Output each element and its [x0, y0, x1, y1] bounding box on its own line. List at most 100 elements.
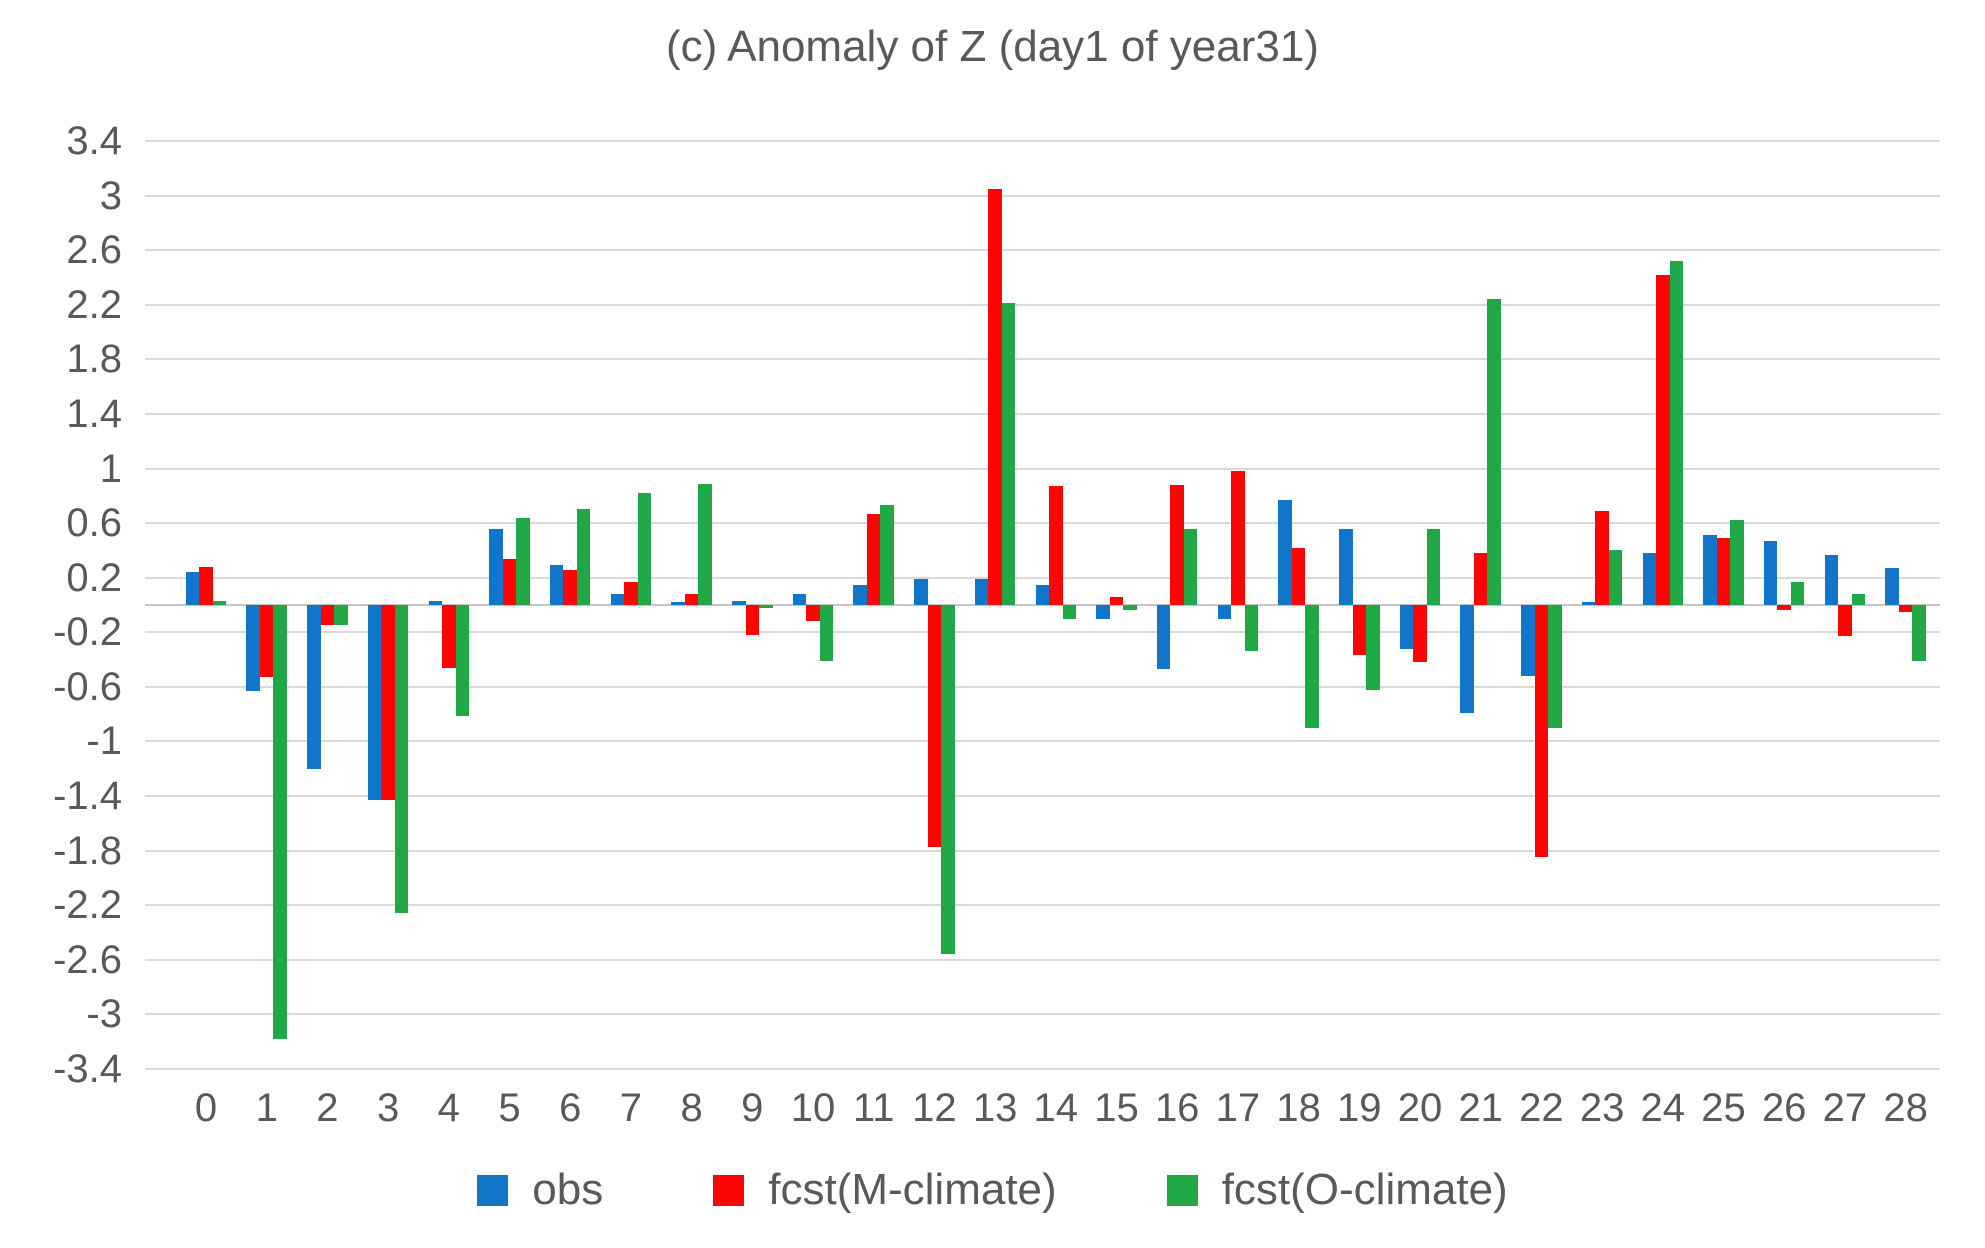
- y-tick-label: 0.2: [66, 555, 122, 600]
- bar-fcst-o-climate--x15: [1123, 605, 1137, 611]
- bar-obs-x27: [1824, 554, 1839, 605]
- bar-fcst-m-climate--x12: [927, 605, 942, 847]
- chart-title: (c) Anomaly of Z (day1 of year31): [666, 22, 1319, 71]
- bar-fcst-o-climate--x5: [516, 517, 530, 605]
- bar-fcst-m-climate--x4: [442, 605, 456, 668]
- gridline: [145, 358, 1940, 361]
- x-tick-label: 0: [194, 1086, 218, 1130]
- bar-fcst-m-climate--x20: [1413, 605, 1427, 663]
- bar-obs-x12: [914, 579, 928, 605]
- bar-fcst-o-climate--x3: [394, 605, 409, 914]
- y-tick-label: 1.8: [66, 337, 122, 382]
- bar-obs-x25: [1703, 535, 1717, 605]
- bar-obs-x5: [489, 528, 503, 605]
- y-tick-label: -0.6: [53, 664, 122, 709]
- bar-fcst-o-climate--x4: [455, 605, 470, 716]
- x-tick-label: 1: [255, 1086, 278, 1130]
- bar-obs-x10: [792, 594, 807, 605]
- y-tick-label: -1.4: [53, 774, 122, 819]
- legend-label: fcst(O-climate): [1221, 1165, 1508, 1214]
- bar-obs-x11: [853, 584, 867, 605]
- bar-fcst-m-climate--x17: [1231, 471, 1245, 605]
- bar-fcst-o-climate--x7: [637, 493, 652, 605]
- bar-obs-x20: [1399, 605, 1414, 649]
- bar-fcst-o-climate--x2: [334, 605, 348, 626]
- legend-swatch-icon: [713, 1174, 745, 1206]
- y-axis-tick-labels: 3.4 3 2.6 2.2 1.8 1.4 1 0.6 0.2 -0.2 -0.6 -1 -1.4 -1.…: [0, 121, 128, 1089]
- gridline: [145, 795, 1940, 798]
- bar-fcst-m-climate--x19: [1352, 605, 1367, 656]
- bar-obs-x4: [428, 600, 443, 605]
- bar-fcst-o-climate--x11: [880, 505, 894, 605]
- bar-fcst-m-climate--x13: [988, 188, 1002, 605]
- x-tick-label: 13: [972, 1086, 1018, 1130]
- gridline: [145, 140, 1940, 142]
- y-tick-label: -1.8: [53, 828, 122, 873]
- bar-obs-x17: [1217, 605, 1232, 619]
- bar-fcst-o-climate--x0: [212, 600, 227, 605]
- bar-fcst-o-climate--x16: [1183, 528, 1198, 605]
- x-tick-label: 9: [741, 1086, 764, 1130]
- y-tick-label: -1: [86, 719, 122, 764]
- legend-label: obs: [532, 1165, 604, 1214]
- bar-fcst-o-climate--x13: [1001, 303, 1016, 605]
- bar-fcst-m-climate--x15: [1109, 596, 1124, 605]
- gridline: [145, 467, 1940, 470]
- bar-obs-x22: [1521, 605, 1535, 676]
- y-tick-label: 2.2: [66, 282, 122, 327]
- bar-obs-x6: [549, 565, 564, 605]
- gridline: [145, 631, 1940, 634]
- bar-fcst-o-climate--x20: [1426, 528, 1441, 605]
- bar-fcst-o-climate--x25: [1730, 520, 1744, 605]
- x-tick-label: 19: [1337, 1086, 1382, 1130]
- bar-fcst-m-climate--x5: [502, 558, 517, 605]
- bar-fcst-m-climate--x3: [381, 605, 395, 801]
- x-tick-label: 11: [852, 1086, 895, 1130]
- bar-fcst-m-climate--x27: [1838, 605, 1852, 637]
- x-tick-label: 18: [1276, 1086, 1321, 1130]
- y-tick-label: 2.6: [66, 228, 122, 273]
- gridline: [145, 849, 1940, 852]
- bar-fcst-o-climate--x9: [759, 605, 773, 608]
- y-tick-label: 3.4: [66, 119, 122, 163]
- x-tick-label: 25: [1701, 1086, 1746, 1130]
- bar-obs-x2: [307, 605, 321, 769]
- legend-swatch-icon: [1166, 1174, 1198, 1206]
- x-tick-label: 6: [559, 1086, 582, 1130]
- bar-fcst-o-climate--x23: [1608, 550, 1623, 605]
- x-tick-label: 24: [1640, 1086, 1686, 1130]
- bar-fcst-m-climate--x21: [1473, 553, 1488, 605]
- gridline: [145, 249, 1940, 252]
- bar-fcst-o-climate--x12: [941, 605, 955, 955]
- bar-fcst-o-climate--x17: [1244, 605, 1259, 652]
- bar-fcst-m-climate--x8: [684, 594, 699, 605]
- x-tick-label: 3: [376, 1086, 400, 1130]
- gridline: [145, 412, 1940, 415]
- bar-fcst-m-climate--x11: [866, 513, 881, 605]
- bar-fcst-o-climate--x10: [819, 605, 834, 661]
- legend-item-fcst-o-climate-: fcst(O-climate): [1166, 1165, 1508, 1214]
- plot-area: [145, 140, 1940, 1070]
- bar-fcst-o-climate--x8: [698, 483, 712, 605]
- bar-fcst-o-climate--x19: [1366, 605, 1380, 690]
- gridline: [145, 685, 1940, 688]
- x-tick-label: 21: [1458, 1086, 1503, 1130]
- x-tick-label: 17: [1215, 1086, 1261, 1130]
- bar-obs-x23: [1581, 602, 1596, 606]
- bar-fcst-o-climate--x22: [1548, 605, 1562, 728]
- x-axis-line: [145, 604, 1940, 606]
- bar-fcst-o-climate--x14: [1062, 605, 1077, 619]
- bar-obs-x14: [1035, 584, 1050, 605]
- bar-fcst-m-climate--x2: [320, 605, 335, 626]
- bar-fcst-m-climate--x10: [806, 605, 820, 622]
- bar-obs-x15: [1096, 605, 1110, 619]
- x-tick-label: 26: [1761, 1086, 1807, 1130]
- legend-item-obs: obs: [477, 1166, 603, 1214]
- x-tick-label: 14: [1033, 1086, 1079, 1130]
- gridline: [145, 194, 1940, 197]
- x-tick-label: 7: [619, 1086, 643, 1130]
- bar-obs-x7: [610, 594, 625, 605]
- x-tick-label: 8: [680, 1086, 703, 1130]
- bar-obs-x21: [1460, 605, 1474, 713]
